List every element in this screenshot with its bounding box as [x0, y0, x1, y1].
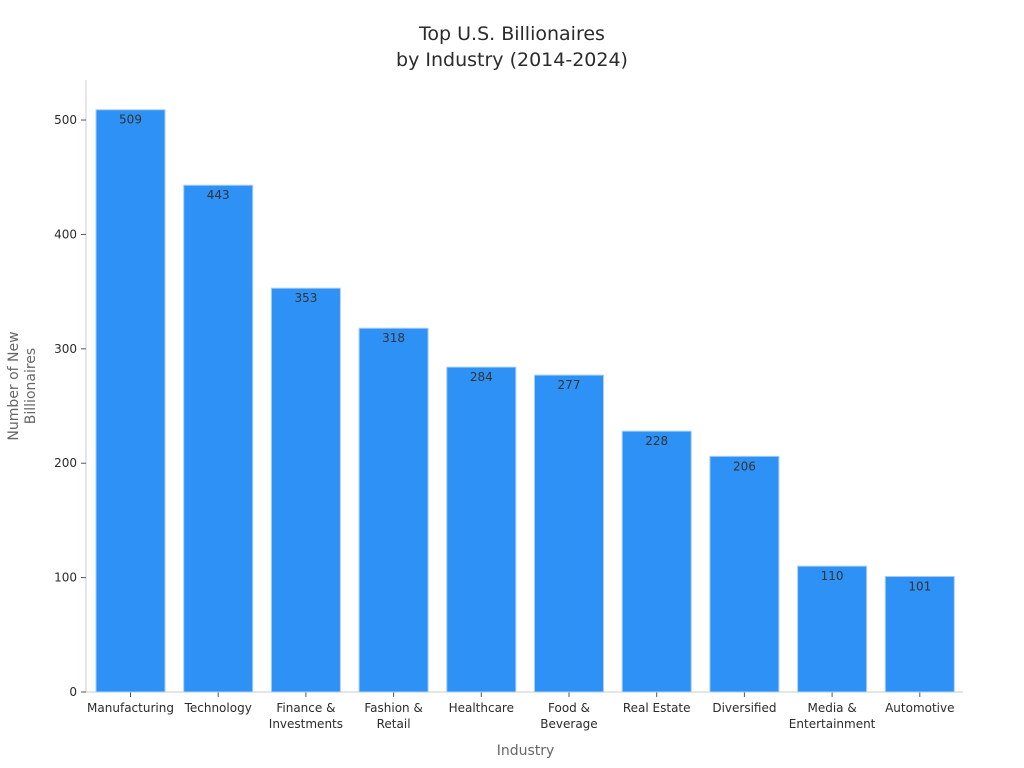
chart-title-line-2: by Industry (2014-2024): [396, 49, 628, 71]
x-tick-label: Fashion & Retail: [364, 701, 422, 731]
bar: [709, 455, 780, 693]
bar-value-label: 277: [558, 378, 581, 392]
x-tick-label-line: Real Estate: [623, 701, 691, 715]
x-tick-label: Finance & Investments: [269, 701, 343, 731]
bar-value-label: 228: [645, 434, 668, 448]
bar-value-label: 443: [207, 188, 230, 202]
bar: [884, 575, 955, 693]
x-tick-label-line: Manufacturing: [87, 701, 174, 715]
bar-value-label: 110: [821, 569, 844, 583]
y-tick-label: 300: [54, 342, 77, 356]
chart-bars: [95, 109, 955, 693]
bar: [621, 430, 692, 693]
bar: [797, 565, 868, 693]
x-tick-label: Real Estate: [623, 701, 691, 715]
bar-value-label: 509: [119, 113, 142, 127]
y-tick-label: 200: [54, 456, 77, 470]
x-tick-label: Automotive: [885, 701, 954, 715]
y-tick-label: 100: [54, 571, 77, 585]
bar: [183, 184, 254, 693]
x-tick-label-line: Beverage: [540, 717, 597, 731]
x-tick-label-line: Technology: [184, 701, 252, 715]
y-axis-title: Number of NewBillionaires: [6, 331, 39, 440]
x-tick-label-line: Diversified: [712, 701, 776, 715]
y-tick-label: 0: [69, 685, 77, 699]
x-tick-label-line: Entertainment: [789, 717, 876, 731]
bar: [534, 374, 604, 693]
y-tick-label: 400: [54, 227, 77, 241]
x-tick-label: Manufacturing: [87, 701, 174, 715]
x-tick-label-line: Food &: [548, 701, 590, 715]
x-tick-label: Technology: [184, 701, 252, 715]
x-axis-title: Industry: [497, 743, 555, 759]
y-tick-label: 500: [54, 113, 77, 127]
bar-value-label: 206: [733, 459, 756, 473]
bar: [270, 287, 341, 693]
chart-labels: 509 443 353 318 284 277 228 206 110 101: [119, 113, 931, 594]
x-tick-label: Food & Beverage: [540, 701, 597, 731]
bar-value-label: 101: [908, 579, 931, 593]
bar: [95, 109, 166, 693]
x-tick-label: Healthcare: [449, 701, 514, 715]
x-tick-label-line: Retail: [377, 717, 411, 731]
x-tick-label-line: Automotive: [885, 701, 954, 715]
x-tick-label-line: Healthcare: [449, 701, 514, 715]
chart-title-line-1: Top U.S. Billionaires: [418, 23, 605, 45]
bar: [446, 366, 517, 693]
x-tick-label-line: Finance &: [276, 701, 335, 715]
bar-value-label: 284: [470, 370, 493, 384]
x-tick-label: Diversified: [712, 701, 776, 715]
bar: [358, 327, 429, 693]
y-axis-title-line: Billionaires: [23, 348, 39, 424]
chart-title: Top U.S. Billionaires by Industry (2014-2…: [396, 23, 628, 71]
x-tick-label: Media & Entertainment: [789, 701, 876, 731]
chart-axes: 0 100 200 300 400 500 Number of NewBillionaire…: [6, 80, 963, 759]
x-tick-label-line: Investments: [269, 717, 343, 731]
y-axis-title-line: Number of New: [6, 331, 22, 440]
x-tick-label-line: Media &: [807, 701, 856, 715]
bar-value-label: 318: [382, 331, 405, 345]
x-tick-label-line: Fashion &: [364, 701, 422, 715]
bar-value-label: 353: [294, 291, 317, 305]
